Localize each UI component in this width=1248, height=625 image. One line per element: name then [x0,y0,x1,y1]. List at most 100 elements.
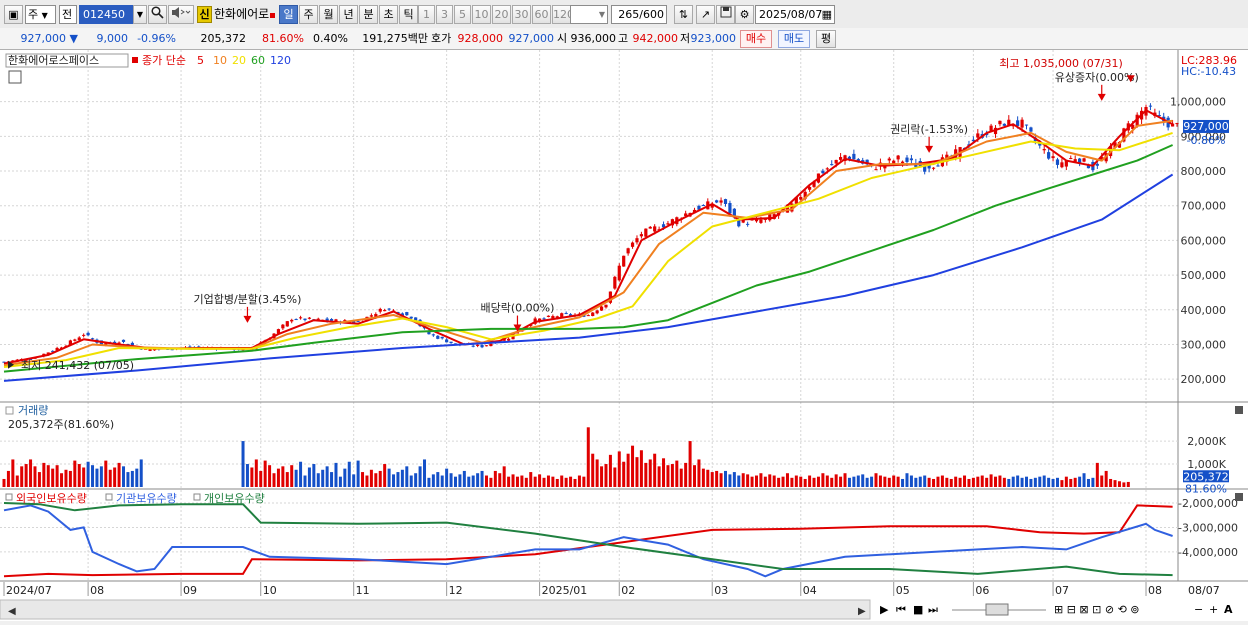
zoom-in-icon[interactable]: + [1209,603,1219,616]
candle-body [383,310,387,312]
eval-button[interactable]: 평 [816,30,836,48]
period-tab-0[interactable]: 일 [279,5,298,24]
draw-tool-icon[interactable]: ↗ [696,5,715,24]
holding-legend-2: 개인보유수량 [204,492,265,505]
candle-body [152,349,157,351]
volume-bar [994,476,998,487]
scroll-left-icon[interactable]: ▶ [880,603,889,616]
volume-bar [20,466,24,487]
period-tab-2[interactable]: 월 [319,5,338,24]
candle-body [1042,149,1046,151]
low: 923,000 [690,32,737,45]
candle-body [834,159,838,164]
bid: 927,000 [508,32,555,45]
candle-body [489,343,493,347]
volume-bar [670,464,674,487]
extra-select[interactable]: ▼ [570,5,608,24]
volume-bar [772,475,776,487]
interval-button-20[interactable]: 20 [492,5,511,24]
zoom-slider[interactable] [950,600,1050,619]
volume-bar [502,466,506,487]
candle-body [46,352,50,355]
period-tab-5[interactable]: 초 [379,5,398,24]
interval-button-120[interactable]: 120 [552,5,574,24]
volume-bar [1002,477,1006,487]
forward-icon[interactable]: ⏭ [928,603,938,616]
candle-body [927,163,931,169]
quote-bar: 927,000 ▼ 9,000 -0.96% 205,372 81.60% 0.… [0,28,1248,50]
volume-bar [719,473,723,487]
menu-icon[interactable]: ▣ [4,5,23,24]
market-select[interactable]: 주 ▼ [25,5,56,24]
volume-bar [343,468,347,487]
interval-button-5[interactable]: 5 [454,5,471,24]
candle-body [852,153,856,160]
toolbar-icons[interactable]: ⊞ ⊟ ⊠ ⊡ ⊘ ⟲ ⊚ [1054,603,1140,616]
price-chart[interactable]: 1,000,000 900,000 800,000 700,000 600,000 500… [0,50,1248,621]
candle-body [130,342,134,346]
candle-body [1016,120,1020,126]
period-tab-4[interactable]: 분 [359,5,378,24]
volume-bar [808,475,812,487]
volume-bar [1047,477,1051,487]
volume-bar [635,457,639,487]
rewind-icon[interactable]: ⏮ [896,603,906,616]
stop-icon[interactable]: ■ [913,603,924,616]
candle-body [334,319,338,322]
save-icon[interactable] [716,5,735,24]
speaker-icon[interactable] [168,5,194,24]
candle-body [1011,125,1015,127]
stock-name: 한화에어로 [214,6,276,23]
volume-bar [476,473,480,487]
volume-bar [294,469,298,487]
volume-bar [763,476,767,487]
candle-body [613,276,617,289]
zoom-out-icon[interactable]: − [1194,603,1204,616]
interval-button-30[interactable]: 30 [512,5,531,24]
ask: 928,000 [457,32,504,45]
legend-period-5: 5 [197,54,204,67]
volume-bar [750,476,754,487]
gear-icon[interactable]: ⚙ [735,5,754,24]
legend-name-box [5,53,129,68]
interval-button-10[interactable]: 10 [472,5,491,24]
volume-bar [874,473,878,487]
holding-legend-box [105,493,113,501]
volume-bar [865,477,869,487]
date-input[interactable]: 2025/08/07 ▦ [755,5,835,24]
candle-body [568,314,573,316]
period-tab-1[interactable]: 주 [299,5,318,24]
period-tab-3[interactable]: 년 [339,5,358,24]
count-input[interactable]: 265/600 [611,5,667,24]
candle-body [148,349,152,351]
volume-bar [892,475,896,487]
time-axis-label: 10 [263,584,277,597]
candle-body [1007,119,1011,125]
interval-button-60[interactable]: 60 [532,5,551,24]
candle-body [865,159,869,165]
font-size-icon[interactable]: A [1224,603,1233,616]
interval-button-1[interactable]: 1 [418,5,435,24]
period-tab-6[interactable]: 틱 [399,5,418,24]
search-icon[interactable] [148,5,167,24]
prev-select[interactable]: 전 [59,5,77,24]
candle-body [546,315,551,317]
candle-body [68,340,72,346]
sell-button[interactable]: 매도 [778,30,810,48]
buy-button[interactable]: 매수 [740,30,772,48]
candle-body [887,158,891,161]
volume-bar [369,469,373,487]
code-input[interactable]: 012450 [79,5,133,24]
candle-body [449,341,453,344]
candle-body [595,310,599,314]
volume-bar [480,470,484,487]
volume-bar [555,478,559,487]
candle-body [931,167,936,169]
volume-bar [861,474,865,487]
interval-button-3[interactable]: 3 [436,5,453,24]
current-volume-tag [1183,470,1229,483]
candle-body [653,226,657,232]
code-dropdown-icon[interactable]: ▼ [133,5,147,24]
chart-settings-icon[interactable]: ⇅ [674,5,693,24]
candle-body [170,349,174,351]
